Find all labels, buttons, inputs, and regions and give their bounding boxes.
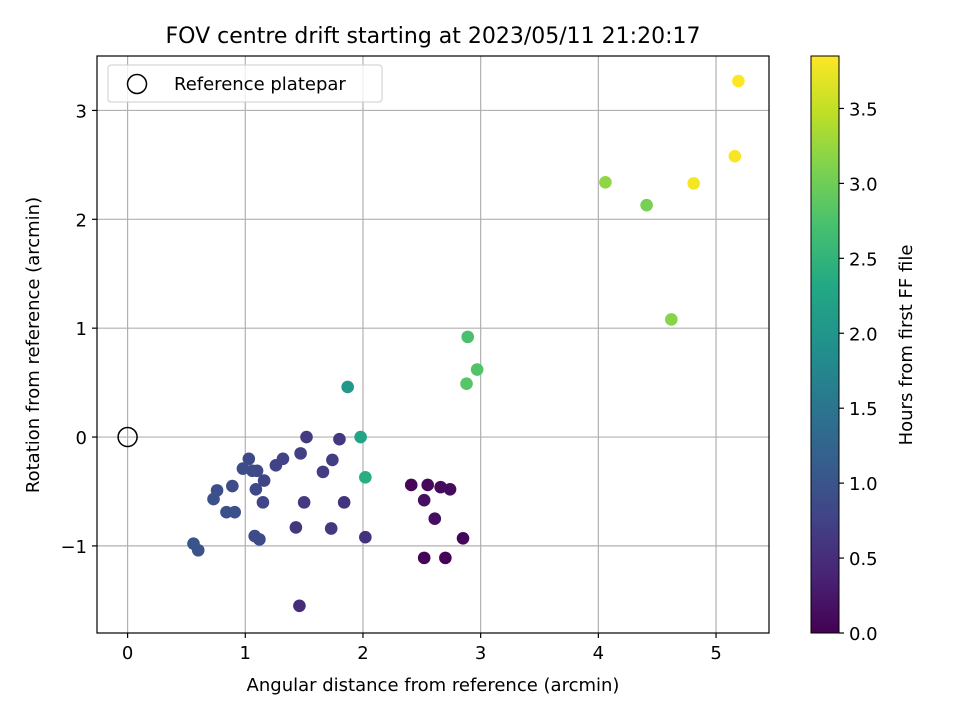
scatter-point — [461, 330, 475, 344]
x-tick-label: 3 — [475, 643, 486, 664]
legend-marker-reference — [126, 73, 148, 95]
y-axis-ticks: −1 0 1 2 3 — [60, 101, 97, 558]
colorbar-tick-label: 1.0 — [849, 474, 878, 495]
scatter-point — [640, 198, 653, 212]
scatter-point — [456, 531, 470, 545]
colorbar-tick-label: 0.0 — [849, 624, 878, 645]
plot-frame — [96, 55, 770, 634]
y-tick-label: 1 — [76, 319, 87, 340]
x-tick-label: 5 — [710, 643, 721, 664]
scatter-point — [421, 478, 435, 492]
grid-lines — [97, 56, 769, 633]
scatter-point — [404, 478, 418, 492]
x-tick-label: 1 — [240, 643, 251, 664]
x-axis-label: Angular distance from reference (arcmin) — [247, 675, 620, 696]
y-tick-label: 0 — [76, 428, 87, 449]
scatter-point — [359, 530, 372, 544]
colorbar: 0.0 0.5 1.0 1.5 2.0 2.5 3.0 3.5 — [810, 55, 878, 645]
reference-platepar-marker — [117, 426, 138, 448]
scatter-point — [300, 430, 313, 444]
scatter-point — [333, 432, 346, 446]
y-axis-label: Rotation from reference (arcmin) — [23, 197, 44, 493]
scatter-point — [599, 175, 612, 189]
scatter-point — [665, 313, 678, 326]
x-axis-ticks: 0 1 2 3 4 5 — [122, 633, 722, 664]
scatter-point — [246, 464, 259, 478]
scatter-point — [294, 447, 307, 460]
plot-background — [97, 56, 769, 633]
scatter-point — [293, 599, 306, 613]
scatter-point — [316, 465, 330, 479]
colorbar-tick-label: 3.5 — [849, 99, 878, 120]
scatter-point — [417, 493, 431, 507]
scatter-point — [359, 471, 372, 484]
plot-area: 0 1 2 3 4 5 −1 0 1 2 3 — [60, 55, 770, 664]
scatter-point — [439, 551, 452, 565]
y-tick-label: −1 — [60, 537, 87, 558]
scatter-point — [253, 533, 266, 546]
scatter-point — [191, 543, 205, 557]
colorbar-tick-label: 0.5 — [849, 549, 878, 570]
scatter-point — [326, 453, 339, 467]
scatter-point — [324, 522, 338, 535]
chart-title: FOV centre drift starting at 2023/05/11 … — [166, 24, 701, 49]
scatter-point — [470, 363, 484, 376]
colorbar-ticks: 0.0 0.5 1.0 1.5 2.0 2.5 3.0 3.5 — [839, 99, 878, 645]
y-tick-label: 2 — [76, 210, 87, 231]
scatter-point — [460, 377, 473, 390]
scatter-point — [434, 480, 447, 494]
scatter-point — [257, 474, 271, 487]
scatter-point — [249, 482, 263, 496]
colorbar-tick-label: 2.5 — [849, 249, 878, 270]
scatter-point — [428, 512, 442, 525]
colorbar-tick-label: 1.5 — [849, 399, 878, 420]
legend-box — [107, 64, 383, 103]
scatter-point — [443, 482, 457, 496]
scatter-point — [417, 551, 431, 565]
legend-entry-reference: Reference platepar — [174, 74, 346, 95]
scatter-point — [354, 430, 367, 444]
scatter-point — [256, 496, 270, 509]
scatter-point — [289, 521, 303, 534]
scatter-point — [269, 459, 283, 472]
legend: Reference platepar — [107, 64, 383, 103]
scatter-point — [242, 452, 256, 466]
y-tick-label: 3 — [76, 101, 87, 122]
scatter-point — [732, 74, 745, 88]
x-tick-label: 4 — [593, 643, 604, 664]
scatter-point — [228, 505, 241, 519]
colorbar-tick-label: 3.0 — [849, 174, 878, 195]
scatter-point — [341, 380, 354, 394]
colorbar-label: Hours from first FF file — [896, 245, 917, 446]
scatter-point — [226, 479, 239, 493]
x-tick-label: 0 — [122, 643, 133, 664]
scatter-point — [728, 149, 742, 163]
colorbar-gradient — [810, 55, 840, 634]
scatter-point — [207, 492, 220, 506]
scatter-point — [337, 496, 351, 509]
scatter-point — [687, 177, 700, 190]
scatter-point — [236, 462, 250, 475]
reference-marker — [117, 426, 138, 448]
x-tick-label: 2 — [357, 643, 368, 664]
scatter-point — [297, 496, 311, 509]
data-points — [187, 74, 745, 613]
colorbar-tick-label: 2.0 — [849, 324, 878, 345]
